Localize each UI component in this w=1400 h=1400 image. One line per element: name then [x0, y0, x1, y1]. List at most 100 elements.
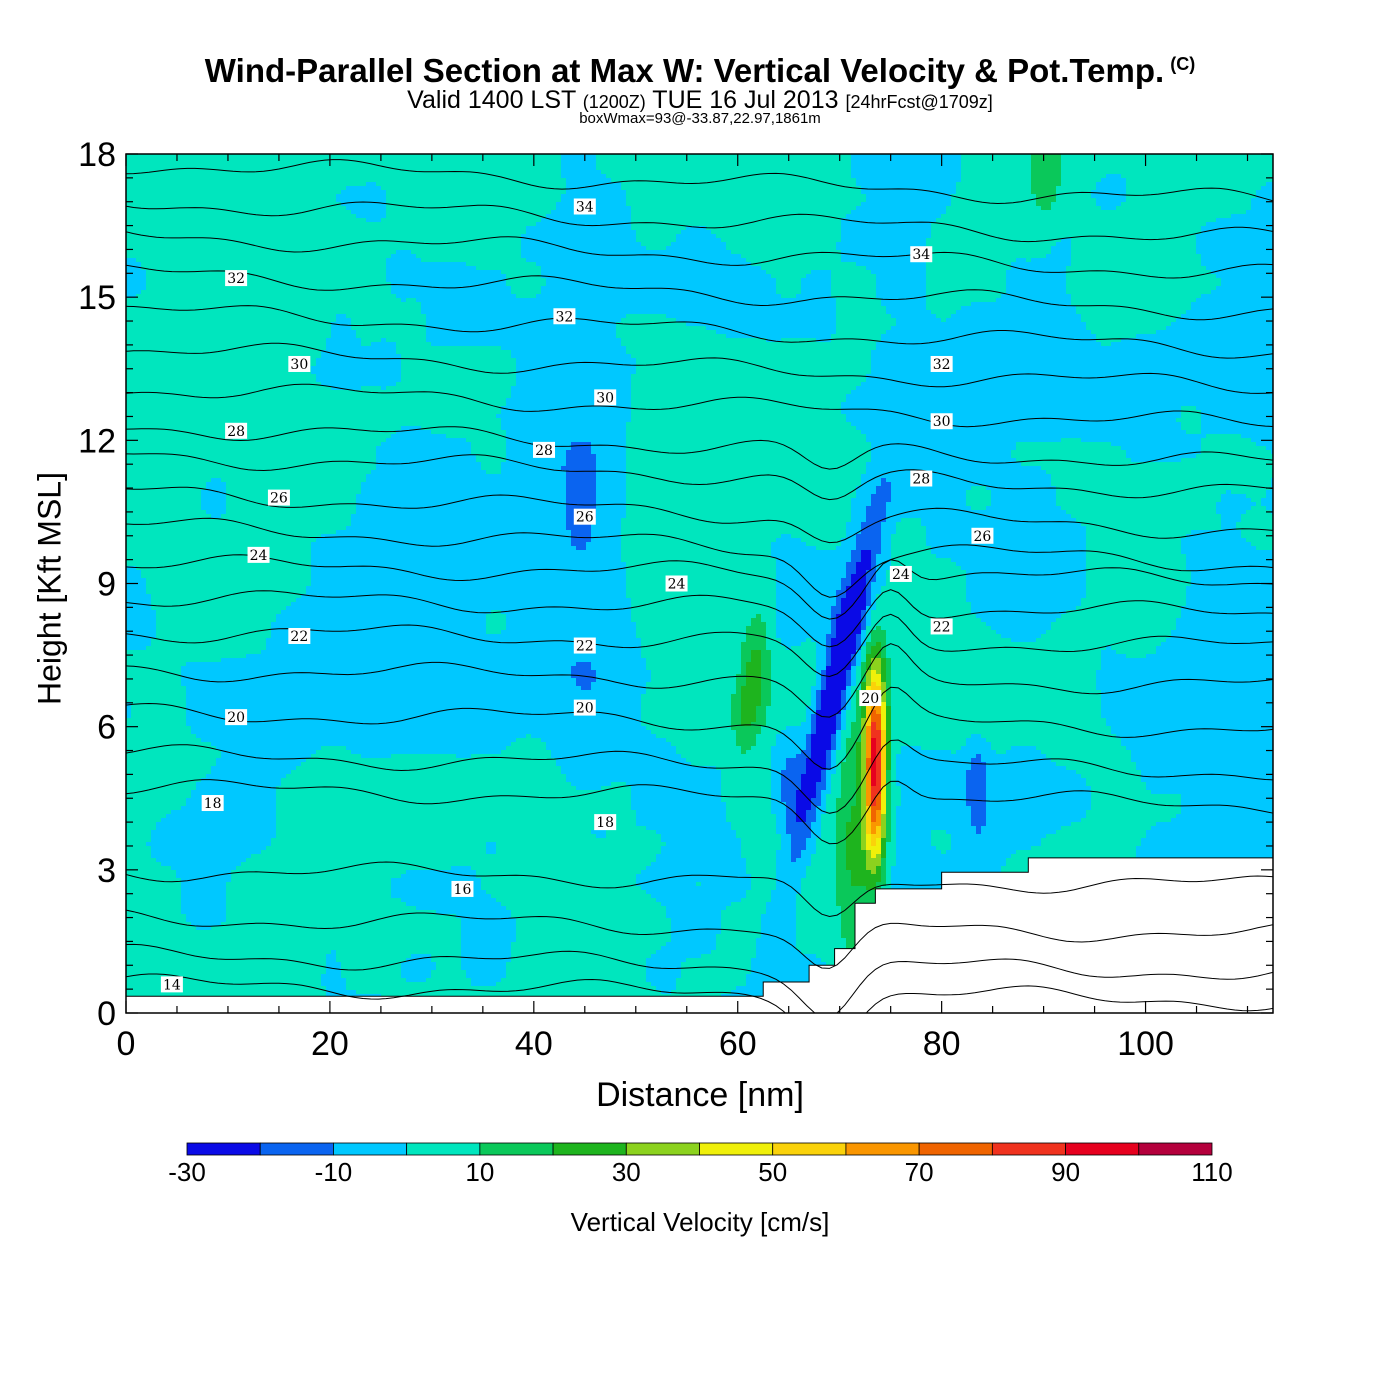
w-cell [261, 158, 266, 162]
w-cell [416, 166, 421, 170]
w-cell [496, 158, 501, 162]
w-cell [551, 162, 556, 166]
w-cell [846, 166, 851, 170]
w-cell [376, 166, 381, 170]
w-cell [396, 170, 401, 174]
w-cell [366, 170, 371, 174]
w-cell [1156, 158, 1161, 162]
w-cell [201, 162, 206, 166]
w-cell [181, 170, 186, 174]
w-cell [831, 158, 836, 162]
w-cell [806, 166, 811, 170]
w-cell [456, 158, 461, 162]
w-cell [631, 166, 636, 170]
w-cell [526, 162, 531, 166]
w-cell [1231, 158, 1236, 162]
w-cell [1021, 162, 1026, 166]
w-cell [471, 162, 476, 166]
w-cell [1061, 162, 1066, 166]
w-cell [1116, 166, 1121, 170]
w-cell [946, 158, 951, 162]
w-cell [286, 170, 291, 174]
w-cell [511, 162, 516, 166]
w-cell [741, 158, 746, 162]
w-cell [746, 166, 751, 170]
w-cell [456, 170, 461, 174]
w-cell [1201, 166, 1206, 170]
w-cell [1041, 162, 1046, 166]
w-cell [336, 166, 341, 170]
w-cell [456, 162, 461, 166]
w-cell [541, 166, 546, 170]
w-cell [626, 158, 631, 162]
w-cell [771, 166, 776, 170]
w-cell [321, 166, 326, 170]
w-cell [141, 166, 146, 170]
w-cell [976, 158, 981, 162]
w-cell [926, 162, 931, 166]
w-cell [1181, 166, 1186, 170]
w-cell [1016, 166, 1021, 170]
w-cell [966, 166, 971, 170]
w-cell [1166, 166, 1171, 170]
w-cell [1026, 162, 1031, 166]
w-cell [901, 162, 906, 166]
w-cell [966, 158, 971, 162]
w-cell [1211, 158, 1216, 162]
w-cell [1161, 162, 1166, 166]
w-cell [536, 158, 541, 162]
w-cell [1191, 162, 1196, 166]
w-cell [661, 162, 666, 166]
w-cell [1261, 162, 1266, 166]
w-cell [136, 166, 141, 170]
w-cell [231, 162, 236, 166]
w-cell [296, 170, 301, 174]
w-cell [921, 166, 926, 170]
w-cell [601, 170, 606, 174]
w-cell [256, 158, 261, 162]
w-cell [956, 158, 961, 162]
w-cell [766, 166, 771, 170]
w-cell [931, 166, 936, 170]
w-cell [1111, 158, 1116, 162]
w-cell [491, 170, 496, 174]
w-cell [1241, 166, 1246, 170]
w-cell [801, 166, 806, 170]
w-cell [291, 158, 296, 162]
w-cell [1261, 166, 1266, 170]
w-cell [1021, 158, 1026, 162]
w-cell [1131, 162, 1136, 166]
w-cell [1001, 158, 1006, 162]
w-cell [526, 166, 531, 170]
w-cell [556, 162, 561, 166]
w-cell [466, 158, 471, 162]
w-cell [186, 162, 191, 166]
w-cell [401, 158, 406, 162]
w-cell [521, 162, 526, 166]
w-cell [841, 162, 846, 166]
w-cell [166, 158, 171, 162]
w-cell [896, 166, 901, 170]
w-cell [436, 158, 441, 162]
w-cell [436, 166, 441, 170]
w-cell [601, 166, 606, 170]
w-cell [906, 162, 911, 166]
w-cell [546, 162, 551, 166]
w-cell [1236, 158, 1241, 162]
w-cell [236, 166, 241, 170]
w-cell [876, 166, 881, 170]
w-cell [1091, 166, 1096, 170]
w-cell [386, 162, 391, 166]
w-cell [516, 158, 521, 162]
w-cell [426, 158, 431, 162]
w-cell [526, 158, 531, 162]
w-cell [316, 170, 321, 174]
w-cell [311, 166, 316, 170]
w-cell [606, 158, 611, 162]
w-cell [721, 162, 726, 166]
w-cell [546, 166, 551, 170]
w-cell [376, 170, 381, 174]
w-cell [801, 158, 806, 162]
w-cell [771, 162, 776, 166]
w-cell [646, 162, 651, 166]
